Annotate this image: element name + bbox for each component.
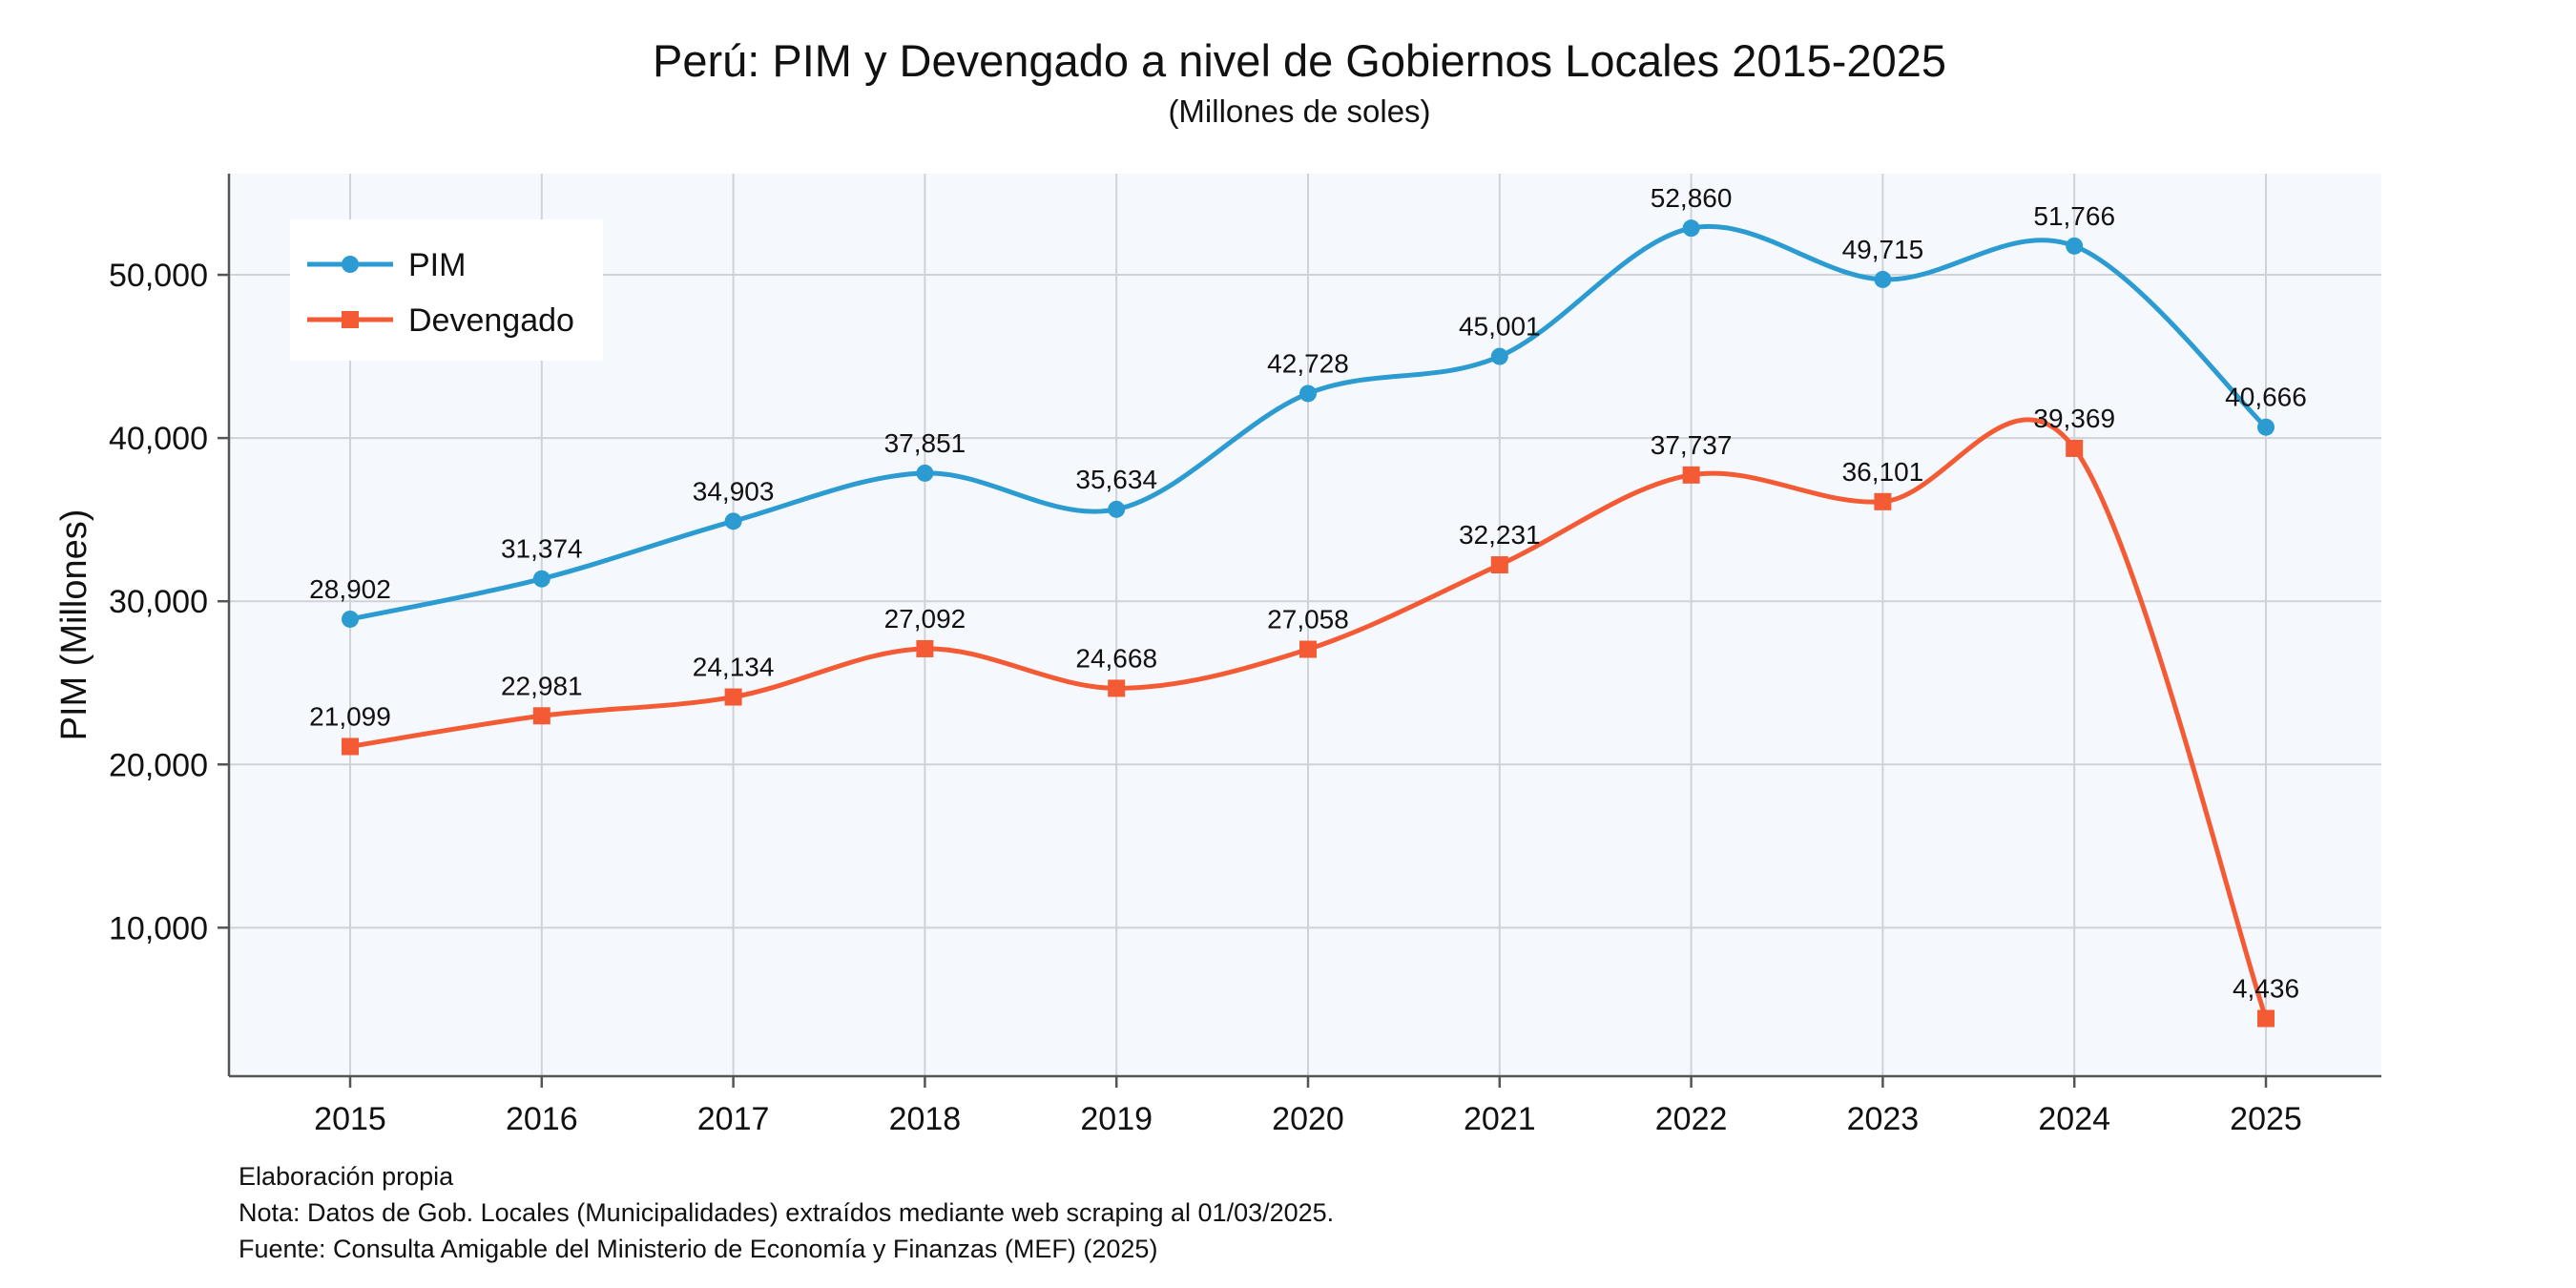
y-tick-label: 40,000 (109, 421, 208, 457)
pim-marker (1108, 500, 1126, 518)
devengado-data-label: 27,092 (884, 604, 966, 634)
x-tick-label: 2018 (889, 1101, 962, 1137)
pim-data-label: 31,374 (501, 534, 583, 564)
devengado-data-label: 4,436 (2233, 974, 2299, 1004)
pim-data-label: 52,860 (1651, 183, 1733, 213)
devengado-data-label: 36,101 (1842, 457, 1924, 487)
devengado-marker (1874, 492, 1892, 510)
legend-marker-devengado (342, 311, 359, 328)
x-tick-label: 2024 (2038, 1101, 2110, 1137)
pim-data-label: 51,766 (2033, 201, 2115, 231)
pim-marker (1874, 270, 1892, 288)
chart-subtitle: (Millones de soles) (1168, 93, 1430, 129)
footnote-note: Nota: Datos de Gob. Locales (Municipalid… (239, 1198, 1334, 1227)
devengado-marker (1108, 679, 1126, 697)
y-tick-label: 50,000 (109, 258, 208, 294)
chart-title: Perú: PIM y Devengado a nivel de Gobiern… (653, 35, 1946, 86)
y-tick-label: 30,000 (109, 584, 208, 620)
x-tick-label: 2019 (1080, 1101, 1153, 1137)
devengado-data-label: 32,231 (1459, 520, 1541, 550)
devengado-marker (532, 707, 551, 725)
devengado-marker (2066, 439, 2084, 457)
y-tick-label: 20,000 (109, 747, 208, 783)
pim-data-label: 28,902 (309, 574, 391, 604)
devengado-data-label: 22,981 (501, 671, 583, 700)
pim-marker (2066, 237, 2084, 255)
legend-label-devengado: Devengado (408, 302, 574, 339)
x-tick-label: 2016 (506, 1101, 578, 1137)
legend: PIM Devengado (290, 219, 603, 361)
pim-data-label: 34,903 (693, 476, 775, 506)
devengado-data-label: 24,668 (1075, 643, 1157, 673)
legend-label-pim: PIM (408, 247, 466, 283)
pim-marker (532, 570, 551, 588)
pim-marker (724, 512, 742, 530)
x-tick-label: 2021 (1464, 1101, 1536, 1137)
footnote-source: Fuente: Consulta Amigable del Ministerio… (239, 1235, 1157, 1263)
devengado-data-label: 37,737 (1651, 430, 1733, 460)
x-tick-label: 2015 (314, 1101, 386, 1137)
pim-marker (1299, 384, 1317, 403)
x-tick-label: 2025 (2230, 1101, 2302, 1137)
pim-marker (1682, 219, 1700, 238)
devengado-data-label: 39,369 (2033, 404, 2115, 433)
footnotes: Elaboración propia Nota: Datos de Gob. L… (239, 1162, 1334, 1263)
pim-marker (916, 464, 934, 482)
devengado-marker (2257, 1009, 2275, 1028)
pim-data-label: 35,634 (1075, 465, 1157, 494)
pim-data-label: 37,851 (884, 428, 966, 458)
pim-data-label: 45,001 (1459, 312, 1541, 342)
y-tick-label: 10,000 (109, 910, 208, 946)
legend-marker-pim (342, 256, 359, 273)
pim-data-label: 40,666 (2225, 383, 2307, 412)
devengado-marker (342, 737, 359, 756)
footnote-credit: Elaboración propia (239, 1162, 454, 1191)
devengado-marker (1299, 640, 1317, 658)
pim-marker (1490, 347, 1508, 365)
devengado-data-label: 21,099 (309, 701, 391, 731)
y-axis-label: PIM (Millones) (54, 509, 94, 741)
x-tick-label: 2023 (1847, 1101, 1920, 1137)
devengado-marker (1682, 466, 1700, 484)
devengado-marker (916, 639, 934, 657)
pim-data-label: 42,728 (1267, 348, 1349, 378)
pim-marker (2257, 418, 2275, 436)
pim-marker (342, 610, 359, 628)
devengado-marker (724, 688, 742, 706)
axes: 2015 2016 2017 2018 2019 2020 2021 2022 2023 2024… (109, 174, 2381, 1137)
devengado-data-label: 27,058 (1267, 605, 1349, 634)
pim-line (347, 223, 2269, 622)
series-layer (342, 219, 2275, 1028)
legend-box (290, 219, 603, 361)
pim-data-label: 49,715 (1842, 235, 1924, 264)
devengado-data-label: 24,134 (693, 653, 775, 682)
data-labels: 28,902 31,374 34,903 37,851 35,634 42,728 45,0… (309, 183, 2307, 1003)
devengado-marker (1490, 556, 1508, 574)
x-tick-label: 2017 (697, 1101, 770, 1137)
x-tick-label: 2020 (1272, 1101, 1344, 1137)
devengado-line (347, 417, 2269, 1022)
x-tick-label: 2022 (1655, 1101, 1728, 1137)
